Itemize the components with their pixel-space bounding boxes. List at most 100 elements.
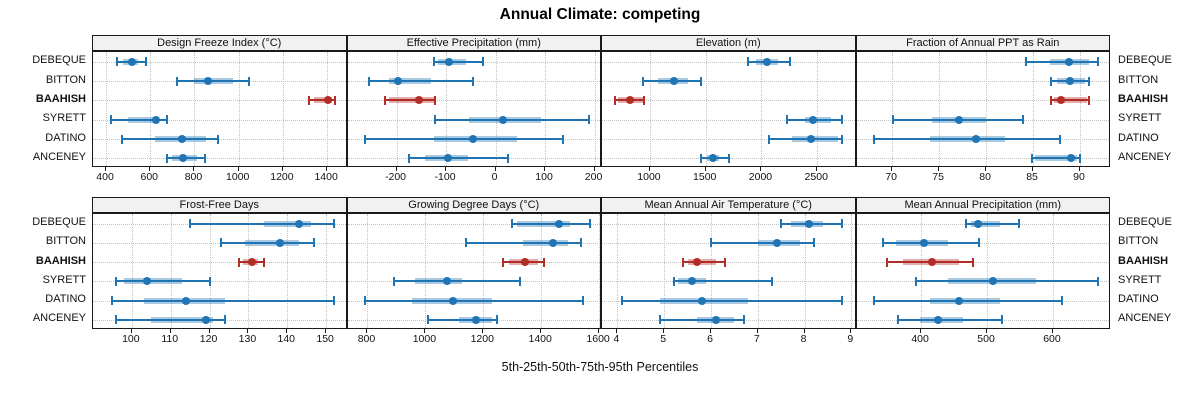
axis-tick-label: 100	[122, 332, 140, 345]
gridline-vertical	[892, 52, 894, 166]
median-dot-debeque	[294, 219, 303, 228]
whisker-cap	[587, 115, 590, 125]
site-label-right-bitton: BITTON	[1118, 235, 1159, 248]
gridline-vertical	[396, 52, 398, 166]
gridline-vertical	[150, 52, 152, 166]
site-label-left-anceney: ANCENEY	[32, 312, 86, 325]
iqr-band-bitton	[194, 78, 234, 84]
panel-strip-frost-free-days: Frost-Free Days	[92, 197, 347, 213]
whisker-cap	[643, 95, 646, 105]
gridline-vertical	[326, 214, 328, 328]
axis-tick	[366, 328, 368, 333]
median-dot-debeque	[1064, 57, 1073, 66]
whisker-cap	[841, 115, 844, 125]
median-dot-bitton	[549, 238, 558, 247]
gridline-vertical	[248, 214, 250, 328]
axis-tick	[105, 167, 107, 171]
axis-tick-label: 80	[979, 171, 991, 183]
whisker-cap	[110, 115, 113, 125]
site-label-left-syrett: SYRETT	[42, 112, 86, 125]
median-dot-bitton	[920, 238, 929, 247]
whisker-datino	[112, 299, 334, 302]
site-label-right-anceney: ANCENEY	[1118, 312, 1172, 325]
iqr-band-datino	[929, 136, 1005, 142]
whisker-syrett	[393, 280, 520, 283]
whisker-datino	[768, 138, 843, 140]
median-dot-bitton	[394, 77, 402, 85]
axis-tick	[247, 328, 249, 333]
whisker-cap	[518, 276, 521, 286]
axis-tick-label: 0	[491, 171, 498, 183]
whisker-cap	[746, 57, 749, 67]
gridline-vertical	[106, 52, 108, 166]
site-label-left-debeque: DEBEQUE	[32, 216, 86, 229]
whisker-cap	[224, 315, 227, 325]
whisker-cap	[767, 134, 770, 144]
whisker-anceney	[116, 318, 226, 321]
axis-tick	[237, 167, 239, 171]
site-label-right-anceney: ANCENEY	[1118, 150, 1172, 163]
axis-tick	[445, 167, 447, 171]
whisker-cap	[247, 76, 250, 86]
whisker-debeque	[512, 222, 590, 225]
whisker-baahish	[384, 99, 436, 102]
site-label-left-baahish: BAAHISH	[35, 254, 86, 267]
whisker-cap	[116, 57, 119, 67]
gridline-vertical	[367, 214, 369, 328]
site-label-right-baahish: BAAHISH	[1118, 92, 1169, 105]
whisker-cap	[841, 134, 844, 144]
axis-tick	[593, 167, 595, 171]
gridline-vertical	[851, 214, 853, 328]
whisker-cap	[332, 219, 335, 229]
gridline-vertical	[711, 214, 712, 328]
whisker-cap	[208, 276, 211, 286]
iqr-band-baahish	[687, 259, 716, 266]
whisker-cap	[203, 153, 206, 163]
whisker-cap	[368, 76, 371, 86]
gridline-horizontal	[602, 223, 855, 225]
median-dot-syrett	[808, 115, 817, 124]
whisker-cap	[658, 315, 661, 325]
gridline-vertical	[1052, 214, 1054, 328]
panel-effective-precipitation	[346, 51, 601, 167]
axis-tick	[208, 328, 210, 333]
whisker-cap	[495, 315, 498, 325]
iqr-band-anceney	[151, 316, 214, 323]
panel-strip-design-freeze-index: Design Freeze Index (°C)	[92, 35, 347, 51]
whisker-cap	[189, 219, 192, 229]
axis-tick-label: 1200	[270, 171, 294, 183]
whisker-cap	[472, 76, 475, 86]
axis-tick-label: 5	[660, 332, 667, 345]
gridline-horizontal	[347, 223, 601, 225]
whisker-cap	[481, 57, 484, 67]
gridline-horizontal	[93, 100, 346, 102]
gridline-horizontal	[856, 61, 1110, 63]
median-dot-datino	[182, 296, 191, 305]
axis-tick-label: 1000	[412, 332, 437, 345]
gridline-vertical	[817, 52, 819, 166]
gridline-horizontal	[93, 158, 346, 160]
axis-caption: 5th-25th-50th-75th-95th Percentiles	[501, 360, 699, 374]
whisker-cap	[1060, 296, 1063, 306]
whisker-cap	[543, 257, 546, 267]
axis-tick-label: 120	[199, 332, 218, 345]
panel-title: Growing Degree Days (°C)	[408, 199, 540, 211]
whisker-cap	[165, 153, 168, 163]
axis-tick	[1051, 328, 1053, 333]
gridline-vertical	[599, 214, 601, 328]
axis-tick	[494, 167, 496, 171]
axis-tick	[424, 328, 426, 333]
axis-tick	[169, 328, 171, 333]
median-dot-datino	[177, 135, 186, 143]
whisker-cap	[785, 115, 788, 125]
axis-tick	[663, 328, 665, 333]
whisker-cap	[511, 219, 514, 229]
panel-title: Mean Annual Air Temperature (°C)	[644, 199, 812, 211]
whisker-cap	[886, 257, 889, 267]
iqr-band-baahish	[313, 97, 333, 104]
whisker-cap	[120, 134, 123, 144]
whisker-cap	[220, 238, 223, 248]
whisker-cap	[588, 219, 591, 229]
axis-tick	[938, 167, 940, 171]
panel-strip-fraction-ppt-rain: Fraction of Annual PPT as Rain	[855, 35, 1110, 51]
